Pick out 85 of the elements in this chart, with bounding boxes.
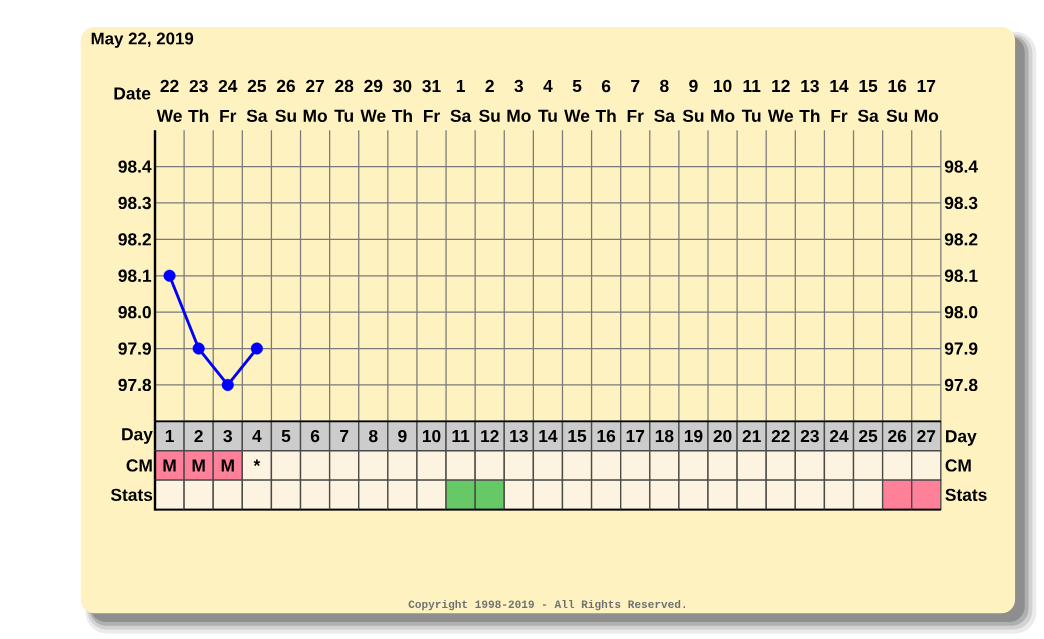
x-tick-label: 3 Mo xyxy=(507,79,531,122)
point xyxy=(250,342,263,355)
point xyxy=(163,269,176,282)
x-tick-label: 22 We xyxy=(156,79,182,122)
y2-tick-label: 98.4 xyxy=(944,160,978,173)
x-tick-label: 2 Su xyxy=(479,79,500,122)
x-axis-title: Date xyxy=(114,87,151,100)
x-tick-label: 29 We xyxy=(360,79,386,122)
y-tick-label: 98.1 xyxy=(118,269,152,282)
x2-tick-label: 14 xyxy=(539,429,558,442)
y-tick-label: 98.4 xyxy=(118,160,152,173)
y2-tick-label: 97.9 xyxy=(944,342,978,355)
x2-tick-label: 19 xyxy=(684,429,703,443)
x2-tick-label: 7 xyxy=(340,429,349,442)
x2-tick-label: 23 xyxy=(800,429,819,443)
x-tick-label: 30 Th xyxy=(391,79,412,122)
y-tick-label: 98.0 xyxy=(118,305,151,319)
y2-tick-label: 98.0 xyxy=(944,305,978,319)
text: M xyxy=(163,459,176,472)
x-tick-label: 23 Th xyxy=(188,79,209,122)
x2-tick-label: 10 xyxy=(422,429,441,443)
y-tick-label: 97.8 xyxy=(118,378,152,391)
x2-tick-label: 16 xyxy=(597,429,616,443)
y-tick-label: 97.9 xyxy=(118,342,151,355)
x-tick-label: 16 Su xyxy=(886,79,908,122)
text: Copyright 1998-2019 - All Rights Reserved. xyxy=(408,599,686,611)
x-tick-label: 25 Sa xyxy=(246,79,268,122)
y-tick-label: 98.2 xyxy=(118,233,151,246)
x-tick-label: 5 We xyxy=(564,79,590,122)
x2-tick-label: 26 xyxy=(888,429,907,443)
y2-tick-label: 97.8 xyxy=(944,378,978,391)
x2-tick-label: 12 xyxy=(481,429,499,442)
text: Stats xyxy=(945,488,987,501)
x-tick-label: 31 Fr xyxy=(422,79,441,122)
x2-tick-label: 24 xyxy=(829,429,849,442)
x-tick-label: 8 Sa xyxy=(654,79,676,122)
x2-axis-title: Day xyxy=(122,428,153,444)
x2-tick-label: 22 xyxy=(771,429,790,442)
text: * xyxy=(253,459,261,466)
x2-tick-label: 25 xyxy=(859,429,878,443)
point xyxy=(192,342,205,355)
x2-tick-label: 15 xyxy=(568,429,587,442)
text: CM xyxy=(945,459,971,472)
text: CM xyxy=(126,459,152,472)
y2-tick-label: 98.3 xyxy=(944,196,978,209)
x2-tick-label: 11 xyxy=(452,429,470,442)
x-tick-label: 14 Fr xyxy=(830,79,849,122)
x-tick-label: 11 Tu xyxy=(741,79,761,122)
x2-tick-label: 4 xyxy=(252,429,262,442)
x2-tick-label: 21 xyxy=(742,429,761,442)
x2-tick-label: 13 xyxy=(510,429,528,443)
chart-title: May 22, 2019 xyxy=(91,32,194,48)
x-tick-label: 15 Sa xyxy=(857,79,879,122)
x2-tick-label: 6 xyxy=(310,429,320,443)
x-tick-label: 26 Su xyxy=(275,79,296,122)
x2-tick-label: 2 xyxy=(194,429,203,442)
x-tick-label: 24 Fr xyxy=(218,79,238,122)
x2-tick-label: 18 xyxy=(655,429,674,443)
x-tick-label: 4 Tu xyxy=(538,79,557,122)
text: Day xyxy=(946,430,977,446)
x2-tick-label: 5 xyxy=(281,429,291,442)
y2-tick-label: 98.2 xyxy=(944,233,978,246)
x-tick-label: 12 We xyxy=(767,79,794,122)
text: Stats xyxy=(110,488,153,501)
x-tick-label: 9 Su xyxy=(682,79,704,122)
point xyxy=(221,378,234,391)
y-tick-label: 98.3 xyxy=(118,196,151,209)
x2-tick-label: 3 xyxy=(223,429,232,443)
x2-tick-label: 1 xyxy=(165,429,174,442)
x-tick-label: 17 Mo xyxy=(914,79,939,122)
x-tick-label: 10 Mo xyxy=(711,79,735,122)
y2-tick-label: 98.1 xyxy=(944,269,978,282)
text: M xyxy=(221,459,234,472)
x2-tick-label: 17 xyxy=(626,429,645,442)
x-tick-label: 28 Tu xyxy=(334,79,354,122)
x2-tick-label: 9 xyxy=(398,429,407,443)
x-tick-label: 13 Th xyxy=(799,79,820,122)
x2-tick-label: 20 xyxy=(713,429,732,443)
x-tick-label: 1 Sa xyxy=(450,79,472,122)
x-tick-label: 7 Fr xyxy=(627,79,644,122)
x-tick-label: 27 Mo xyxy=(303,79,327,122)
x2-tick-label: 8 xyxy=(369,429,378,443)
text: M xyxy=(192,459,205,472)
x2-tick-label: 27 xyxy=(917,429,936,442)
x-tick-label: 6 Th xyxy=(595,79,616,122)
